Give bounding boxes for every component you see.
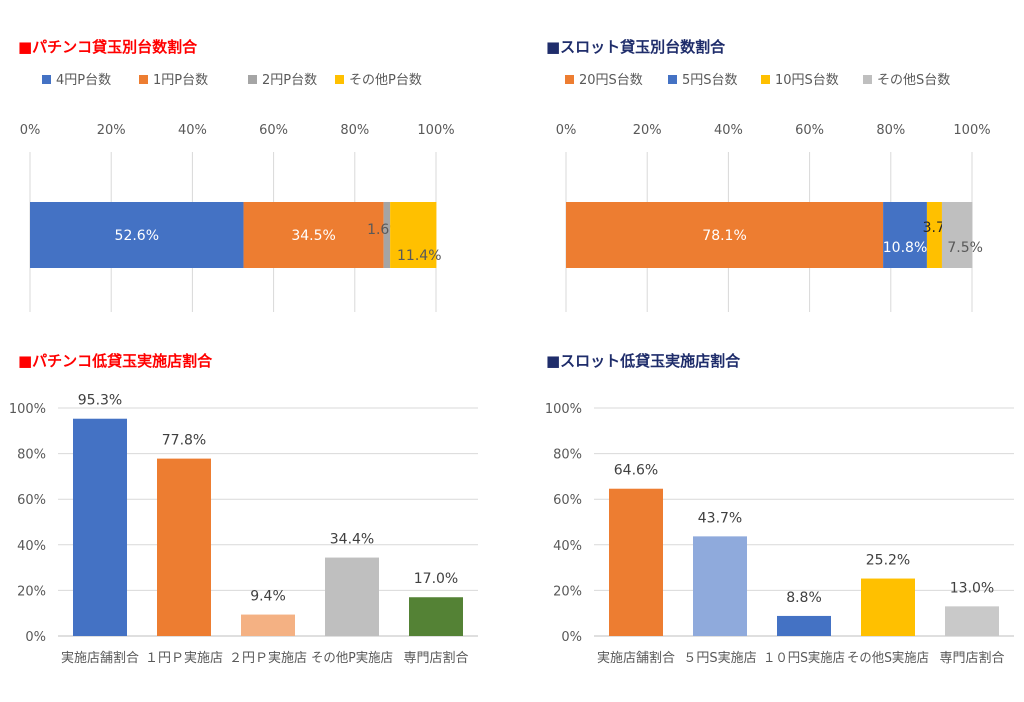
bar-segment (883, 202, 927, 268)
bar (861, 578, 915, 636)
bar-segment (390, 202, 437, 268)
legend-label: その他P台数 (349, 73, 422, 88)
x-tick-label: 100% (417, 123, 454, 138)
legend-swatch (335, 75, 344, 84)
x-tick-label: 100% (953, 123, 990, 138)
data-label: 43.7% (698, 510, 742, 526)
category-label: 実施店舗割合 (61, 650, 139, 666)
category-label: ２円Ｐ実施店 (229, 650, 307, 666)
category-label: １０円S実施店 (763, 650, 845, 666)
category-label: その他P実施店 (311, 650, 393, 666)
data-label: 95.3% (78, 393, 122, 409)
category-label: ５円S実施店 (683, 650, 756, 666)
data-label: 34.5% (291, 228, 335, 244)
y-tick-label: 80% (17, 448, 46, 463)
bar (157, 458, 211, 636)
y-tick-label: 40% (17, 539, 46, 554)
legend-label: その他S台数 (877, 73, 950, 88)
legend-swatch (248, 75, 257, 84)
legend-label: 5円S台数 (682, 73, 738, 88)
bar (409, 597, 463, 636)
chart-title: ■パチンコ貸玉別台数割合 (18, 38, 198, 56)
bar-segment (383, 202, 391, 268)
data-label: 11.4% (397, 248, 441, 264)
chart-title: ■スロット貸玉別台数割合 (546, 38, 726, 56)
data-label: 8.8% (786, 590, 822, 606)
bar (693, 536, 747, 636)
x-tick-label: 40% (178, 123, 207, 138)
y-tick-label: 80% (553, 448, 582, 463)
y-tick-label: 0% (25, 630, 46, 645)
bar (73, 418, 127, 636)
category-label: その他S実施店 (847, 650, 929, 666)
bar-segment (30, 202, 244, 268)
data-label: 78.1% (702, 228, 746, 244)
x-tick-label: 80% (340, 123, 369, 138)
category-label: １円Ｐ実施店 (145, 650, 223, 666)
x-tick-label: 0% (20, 123, 41, 138)
y-tick-label: 20% (17, 584, 46, 599)
data-label: 64.6% (614, 463, 658, 479)
legend-label: 2円P台数 (262, 73, 317, 88)
bar-segment (926, 202, 942, 268)
x-tick-label: 60% (259, 123, 288, 138)
category-label: 実施店舗割合 (597, 650, 675, 666)
legend-label: 4円P台数 (56, 73, 111, 88)
bar (777, 615, 831, 636)
chart-title: ■パチンコ低貸玉実施店割合 (18, 352, 213, 370)
legend-swatch (565, 75, 574, 84)
data-label: 17.0% (414, 571, 458, 587)
x-tick-label: 80% (876, 123, 905, 138)
y-tick-label: 60% (17, 493, 46, 508)
chart-slot-ratio: ■スロット貸玉別台数割合 20円S台数 5円S台数 10円S台数 その他S台数 0% 20%… (546, 38, 991, 312)
legend-swatch (863, 75, 872, 84)
y-tick-label: 0% (561, 630, 582, 645)
legend-label: 20円S台数 (579, 73, 643, 88)
data-label: 9.4% (250, 589, 286, 605)
chart-slot-low-rate: ■スロット低貸玉実施店割合 100% 80% 60% 40% 20% 0% 64.6% 実施店舗… (545, 352, 1014, 666)
data-label: 13.0% (950, 580, 994, 596)
chart-pachinko-low-rate: ■パチンコ低貸玉実施店割合 100% 80% 60% 40% 20% 0% 95.3% 実施店舗… (9, 352, 478, 666)
bar-segment (566, 202, 884, 268)
data-label: 10.8% (883, 240, 927, 256)
bar (241, 614, 295, 636)
data-label: 77.8% (162, 433, 206, 449)
bar-segment (243, 202, 384, 268)
x-tick-label: 20% (97, 123, 126, 138)
legend-swatch (761, 75, 770, 84)
y-tick-label: 60% (553, 493, 582, 508)
data-label: 7.5% (947, 240, 983, 256)
y-tick-label: 20% (553, 584, 582, 599)
y-tick-label: 100% (9, 402, 46, 417)
chart-pachinko-ratio: ■パチンコ貸玉別台数割合 4円P台数 1円P台数 2円P台数 その他P台数 0% 20% 40… (18, 38, 455, 312)
x-tick-label: 40% (714, 123, 743, 138)
y-tick-label: 100% (545, 402, 582, 417)
bar-segment (941, 202, 973, 268)
legend-swatch (668, 75, 677, 84)
chart-title: ■スロット低貸玉実施店割合 (546, 352, 741, 370)
x-tick-label: 20% (633, 123, 662, 138)
legend-label: 10円S台数 (775, 73, 839, 88)
x-tick-label: 60% (795, 123, 824, 138)
x-tick-label: 0% (556, 123, 577, 138)
legend-label: 1円P台数 (153, 73, 208, 88)
data-label: 25.2% (866, 553, 910, 569)
category-label: 専門店割合 (939, 650, 1004, 666)
bar (945, 606, 999, 636)
legend-swatch (42, 75, 51, 84)
bar (609, 488, 663, 636)
data-label: 34.4% (330, 532, 374, 548)
category-label: 専門店割合 (403, 650, 468, 666)
legend-swatch (139, 75, 148, 84)
bar (325, 557, 379, 636)
y-tick-label: 40% (553, 539, 582, 554)
data-label: 52.6% (115, 228, 159, 244)
